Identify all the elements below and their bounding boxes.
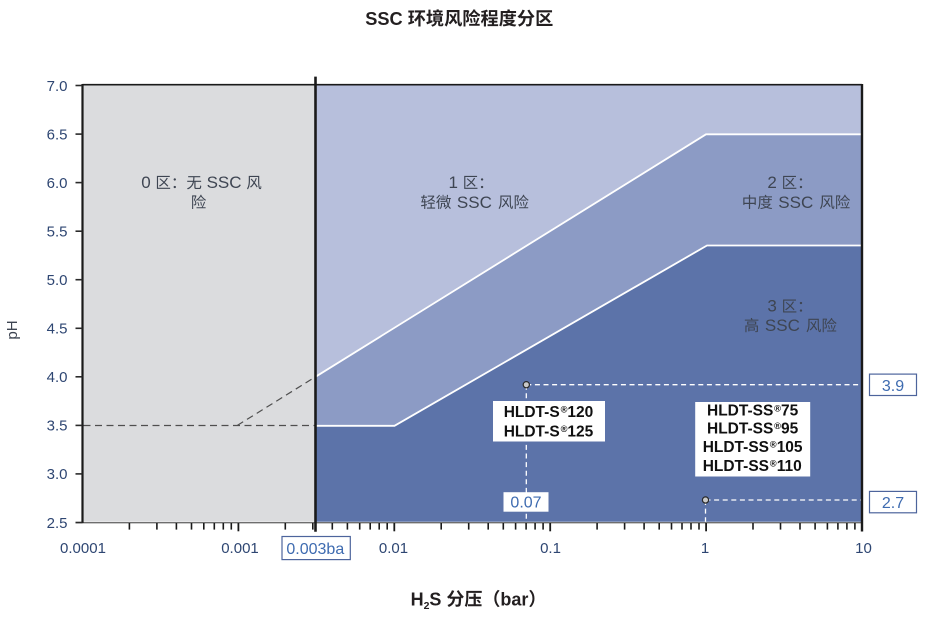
svg-text:2: 2 — [424, 600, 430, 612]
svg-text:®: ® — [774, 421, 781, 431]
svg-text:3: 3 — [767, 297, 776, 316]
svg-text:2.5: 2.5 — [47, 515, 68, 532]
svg-text:HLDT-S: HLDT-S — [504, 404, 560, 421]
svg-text:HLDT-SS: HLDT-SS — [707, 421, 773, 438]
svg-text:4.0: 4.0 — [47, 369, 68, 386]
svg-text:110: 110 — [777, 458, 802, 475]
svg-text:SSC: SSC — [365, 9, 402, 29]
svg-text:0.1: 0.1 — [540, 540, 561, 557]
svg-text:105: 105 — [777, 439, 803, 456]
svg-text:HLDT-S: HLDT-S — [504, 423, 560, 440]
svg-text:SSC: SSC — [457, 193, 492, 212]
svg-text:0.003ba: 0.003ba — [286, 541, 344, 558]
svg-text:SSC: SSC — [207, 173, 242, 192]
svg-text:®: ® — [561, 404, 568, 414]
svg-text:0: 0 — [141, 173, 150, 192]
svg-text:0.07: 0.07 — [510, 495, 541, 512]
svg-text:pH: pH — [4, 320, 21, 339]
svg-text:2: 2 — [767, 173, 776, 192]
svg-text:1: 1 — [701, 540, 709, 557]
svg-text:0.01: 0.01 — [379, 540, 408, 557]
svg-text:3.5: 3.5 — [47, 418, 68, 435]
svg-text:5.5: 5.5 — [47, 224, 68, 241]
svg-text:5.0: 5.0 — [47, 272, 68, 289]
svg-text:HLDT-SS: HLDT-SS — [703, 439, 769, 456]
svg-text:95: 95 — [781, 421, 799, 438]
svg-text:0.001: 0.001 — [221, 540, 259, 557]
svg-text:®: ® — [774, 403, 781, 413]
svg-text:®: ® — [770, 459, 777, 469]
svg-text:S: S — [429, 589, 441, 609]
svg-text:0.0001: 0.0001 — [60, 540, 106, 557]
svg-text:6.5: 6.5 — [47, 126, 68, 143]
svg-text:4.5: 4.5 — [47, 321, 68, 338]
svg-text:125: 125 — [567, 423, 593, 440]
svg-text:2.7: 2.7 — [882, 495, 904, 512]
svg-text:75: 75 — [781, 403, 799, 420]
svg-text:120: 120 — [567, 404, 593, 421]
svg-text:®: ® — [770, 440, 777, 450]
svg-text:6.0: 6.0 — [47, 175, 68, 192]
svg-text:bar: bar — [500, 589, 528, 609]
svg-text:HLDT-SS: HLDT-SS — [707, 403, 773, 420]
svg-text:SSC: SSC — [765, 316, 800, 335]
svg-text:3.9: 3.9 — [882, 378, 904, 395]
svg-text:H: H — [411, 589, 424, 609]
svg-text:HLDT-SS: HLDT-SS — [703, 458, 769, 475]
svg-text:3.0: 3.0 — [47, 466, 68, 483]
svg-text:1: 1 — [449, 173, 458, 192]
svg-text:7.0: 7.0 — [47, 78, 68, 95]
svg-text:SSC: SSC — [778, 193, 813, 212]
svg-text:®: ® — [561, 424, 568, 434]
svg-text:10: 10 — [855, 540, 872, 557]
